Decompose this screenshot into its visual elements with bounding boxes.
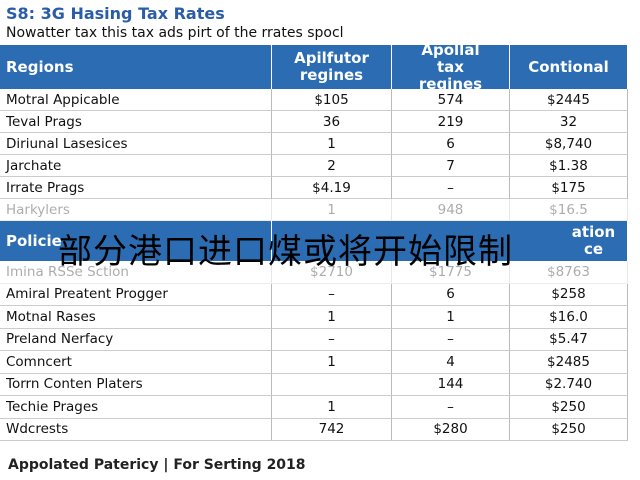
- table-cell: Preland Nerfacy: [0, 328, 272, 351]
- section-label: Policie: [0, 221, 272, 261]
- table-cell: $1.38: [510, 155, 628, 177]
- table-cell: $8763: [510, 261, 628, 284]
- table-cell: Motral Appicable: [0, 89, 272, 111]
- table-cell: [272, 373, 392, 396]
- table-cell: –: [392, 328, 510, 351]
- table-cell: $4.19: [272, 177, 392, 199]
- table-cell: 948: [392, 199, 510, 221]
- table-cell: $2485: [510, 351, 628, 374]
- section-band: [0, 221, 628, 261]
- table-cell: $258: [510, 283, 628, 306]
- table-cell: 6: [392, 133, 510, 155]
- table-cell: 6: [392, 283, 510, 306]
- header-cell: Regions: [0, 45, 272, 89]
- table-cell: $280: [392, 418, 510, 441]
- table-cell: $105: [272, 89, 392, 111]
- table-cell: 574: [392, 89, 510, 111]
- subtitle: Nowatter tax this tax ads pirt of the rr…: [6, 25, 344, 41]
- table-cell: 1: [272, 351, 392, 374]
- table-cell: $2710: [272, 261, 392, 284]
- table-cell: $250: [510, 396, 628, 419]
- table-cell: Torrn Conten Platers: [0, 373, 272, 396]
- table-cell: –: [392, 177, 510, 199]
- table-cell: Motnal Rases: [0, 306, 272, 329]
- table-cell: 742: [272, 418, 392, 441]
- table-cell: Comncert: [0, 351, 272, 374]
- table-cell: $1775: [392, 261, 510, 284]
- table-cell: 1: [392, 306, 510, 329]
- table-cell: Irrate Prags: [0, 177, 272, 199]
- table-cell: –: [272, 328, 392, 351]
- table-cell: $250: [510, 418, 628, 441]
- header-cell: Apilfutor regines: [272, 45, 392, 89]
- table: Regions Apilfutor regines Apollal tax regi…: [0, 41, 628, 445]
- table-cell: 2: [272, 155, 392, 177]
- table-cell: $16.5: [510, 199, 628, 221]
- table-cell: Harkylers: [0, 199, 272, 221]
- table-cell: 1: [272, 199, 392, 221]
- table-cell: Diriunal Lasesices: [0, 133, 272, 155]
- table-cell: Jarchate: [0, 155, 272, 177]
- table-cell: 4: [392, 351, 510, 374]
- table-cell: 36: [272, 111, 392, 133]
- table-cell: Imina RSSe Sction: [0, 261, 272, 284]
- table-cell: 219: [392, 111, 510, 133]
- table-cell: Teval Prags: [0, 111, 272, 133]
- table-cell: 7: [392, 155, 510, 177]
- table-cell: Techie Prages: [0, 396, 272, 419]
- table-cell: $5.47: [510, 328, 628, 351]
- section-tail: ation ce: [560, 221, 628, 261]
- table-cell: 1: [272, 306, 392, 329]
- footer: Appolated Patericy | For Serting 2018: [8, 457, 306, 473]
- table-cell: Wdcrests: [0, 418, 272, 441]
- table-cell: 1: [272, 133, 392, 155]
- table-cell: $16.0: [510, 306, 628, 329]
- table-cell: 144: [392, 373, 510, 396]
- table-cell: $2.740: [510, 373, 628, 396]
- table-cell: 32: [510, 111, 628, 133]
- table-cell: 1: [272, 396, 392, 419]
- table-cell: –: [272, 283, 392, 306]
- header-cell: Contional: [510, 45, 628, 89]
- table-cell: Amiral Preatent Progger: [0, 283, 272, 306]
- header-cell: Apollal tax regines: [392, 41, 510, 92]
- table-cell: $8,740: [510, 133, 628, 155]
- table-cell: $175: [510, 177, 628, 199]
- overlay-caption: 部分港口进口煤或将开始限制: [58, 232, 513, 272]
- table-cell: –: [392, 396, 510, 419]
- table-cell: $2445: [510, 89, 628, 111]
- title: S8: 3G Hasing Tax Rates: [6, 4, 225, 23]
